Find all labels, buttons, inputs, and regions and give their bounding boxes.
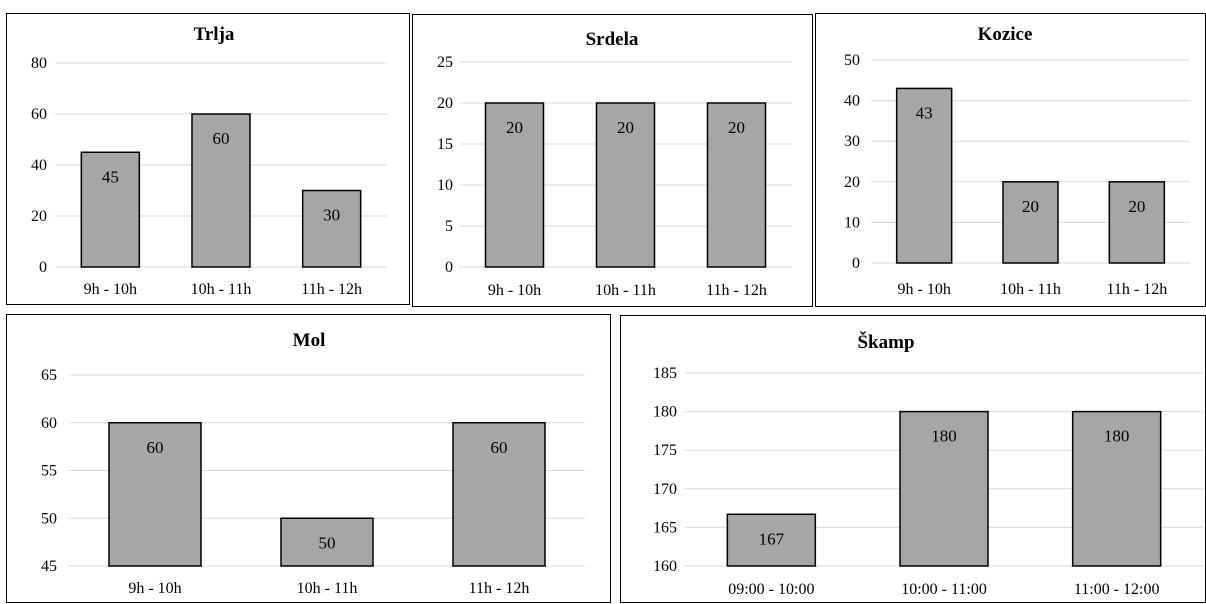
data-label: 20	[1128, 197, 1145, 216]
data-label: 60	[491, 438, 508, 457]
chart-title: Mol	[293, 330, 326, 351]
y-tick-label: 10	[437, 177, 453, 194]
y-tick-label: 5	[445, 218, 453, 235]
bar	[1071, 410, 1162, 567]
data-label: 180	[931, 427, 957, 446]
data-label: 20	[506, 118, 523, 137]
chart-svg-trlja: Trlja 0 20 40 60 80 45 9h - 10h 60 10h - 11h 30 11…	[31, 24, 387, 298]
y-tick-label: 80	[31, 55, 47, 72]
y-tick-label: 0	[852, 255, 860, 272]
bar	[1002, 181, 1059, 264]
x-tick-label: 10h - 11h	[297, 580, 358, 597]
y-tick-label: 185	[653, 365, 677, 382]
chart-svg-kozice: Kozice 0 10 20 30 40 50 43 9h - 10h 20 10h - 11h 2…	[844, 24, 1190, 298]
x-tick-label: 11h - 12h	[301, 281, 362, 298]
chart-panel-srdela: Srdela 0 5 10 15 20 25 20 9h - 10h 20 10h - 11h 20…	[412, 14, 813, 307]
x-tick-label: 9h - 10h	[128, 580, 181, 597]
x-tick-label: 9h - 10h	[84, 281, 137, 298]
x-tick-label: 10h - 11h	[191, 281, 252, 298]
x-tick-label: 09:00 - 10:00	[728, 581, 814, 598]
x-tick-label: 11:00 - 12:00	[1074, 581, 1160, 598]
data-label: 45	[102, 167, 119, 186]
y-tick-label: 0	[445, 259, 453, 276]
bar	[452, 422, 546, 567]
data-label: 30	[323, 206, 340, 225]
y-tick-label: 65	[41, 367, 57, 384]
data-label: 180	[1104, 427, 1130, 446]
bar	[895, 87, 953, 264]
y-tick-label: 45	[41, 558, 57, 575]
bar	[108, 422, 202, 567]
bar	[726, 513, 817, 567]
y-tick-label: 15	[437, 136, 453, 153]
x-tick-label: 11h - 12h	[469, 580, 530, 597]
x-tick-label: 11h - 12h	[706, 282, 767, 299]
y-tick-label: 55	[41, 463, 57, 480]
chart-svg-srdela: Srdela 0 5 10 15 20 25 20 9h - 10h 20 10h - 11h 20…	[437, 29, 792, 299]
y-tick-label: 170	[653, 481, 677, 498]
y-tick-label: 50	[844, 52, 860, 69]
data-label: 60	[213, 129, 230, 148]
y-tick-label: 40	[844, 93, 860, 110]
x-tick-label: 10h - 11h	[595, 282, 656, 299]
bar	[706, 102, 767, 268]
x-tick-label: 11h - 12h	[1106, 281, 1167, 298]
bar	[280, 517, 374, 567]
y-tick-label: 160	[653, 558, 677, 575]
y-tick-label: 20	[31, 208, 47, 225]
y-tick-label: 20	[437, 95, 453, 112]
y-tick-label: 20	[844, 174, 860, 191]
data-label: 60	[147, 438, 164, 457]
chart-panel-trlja: Trlja 0 20 40 60 80 45 9h - 10h 60 10h - 11h 30 11…	[6, 13, 410, 305]
chart-svg-skamp: Škamp 160 165 170 175 180 185 167 09:00 - 10:00…	[653, 331, 1203, 598]
chart-panel-skamp: Škamp 160 165 170 175 180 185 167 09:00 - 10:00…	[620, 315, 1206, 603]
y-tick-label: 50	[41, 510, 57, 527]
y-tick-label: 25	[437, 54, 453, 71]
chart-panel-mol: Mol 45 50 55 60 65 60 9h - 10h 50 10h - 11h 60 11h…	[6, 314, 611, 603]
x-tick-label: 10:00 - 11:00	[901, 581, 987, 598]
y-tick-label: 60	[41, 415, 57, 432]
y-tick-label: 10	[844, 214, 860, 231]
bar	[191, 113, 251, 268]
data-label: 20	[728, 118, 745, 137]
y-tick-label: 0	[39, 259, 47, 276]
y-tick-label: 40	[31, 157, 47, 174]
data-label: 20	[617, 118, 634, 137]
y-tick-label: 60	[31, 106, 47, 123]
bar	[1108, 181, 1166, 264]
chart-svg-mol: Mol 45 50 55 60 65 60 9h - 10h 50 10h - 11h 60 11h…	[41, 330, 585, 597]
x-tick-label: 9h - 10h	[488, 282, 541, 299]
bar	[484, 102, 545, 268]
chart-title: Kozice	[978, 24, 1033, 45]
chart-title: Škamp	[857, 331, 914, 353]
bar	[595, 102, 656, 268]
bar	[80, 151, 141, 268]
y-tick-label: 175	[653, 442, 677, 459]
y-tick-label: 165	[653, 519, 677, 536]
chart-title: Trlja	[194, 24, 235, 45]
data-label: 167	[759, 529, 785, 548]
data-label: 50	[319, 533, 336, 552]
bar	[899, 410, 989, 567]
chart-title: Srdela	[586, 29, 639, 50]
bar	[301, 189, 362, 268]
y-tick-label: 30	[844, 133, 860, 150]
chart-panel-kozice: Kozice 0 10 20 30 40 50 43 9h - 10h 20 10h - 11h 2…	[815, 13, 1206, 307]
data-label: 20	[1022, 197, 1039, 216]
x-tick-label: 10h - 11h	[1000, 281, 1061, 298]
y-tick-label: 180	[653, 404, 677, 421]
x-tick-label: 9h - 10h	[898, 281, 951, 298]
data-label: 43	[916, 103, 933, 122]
